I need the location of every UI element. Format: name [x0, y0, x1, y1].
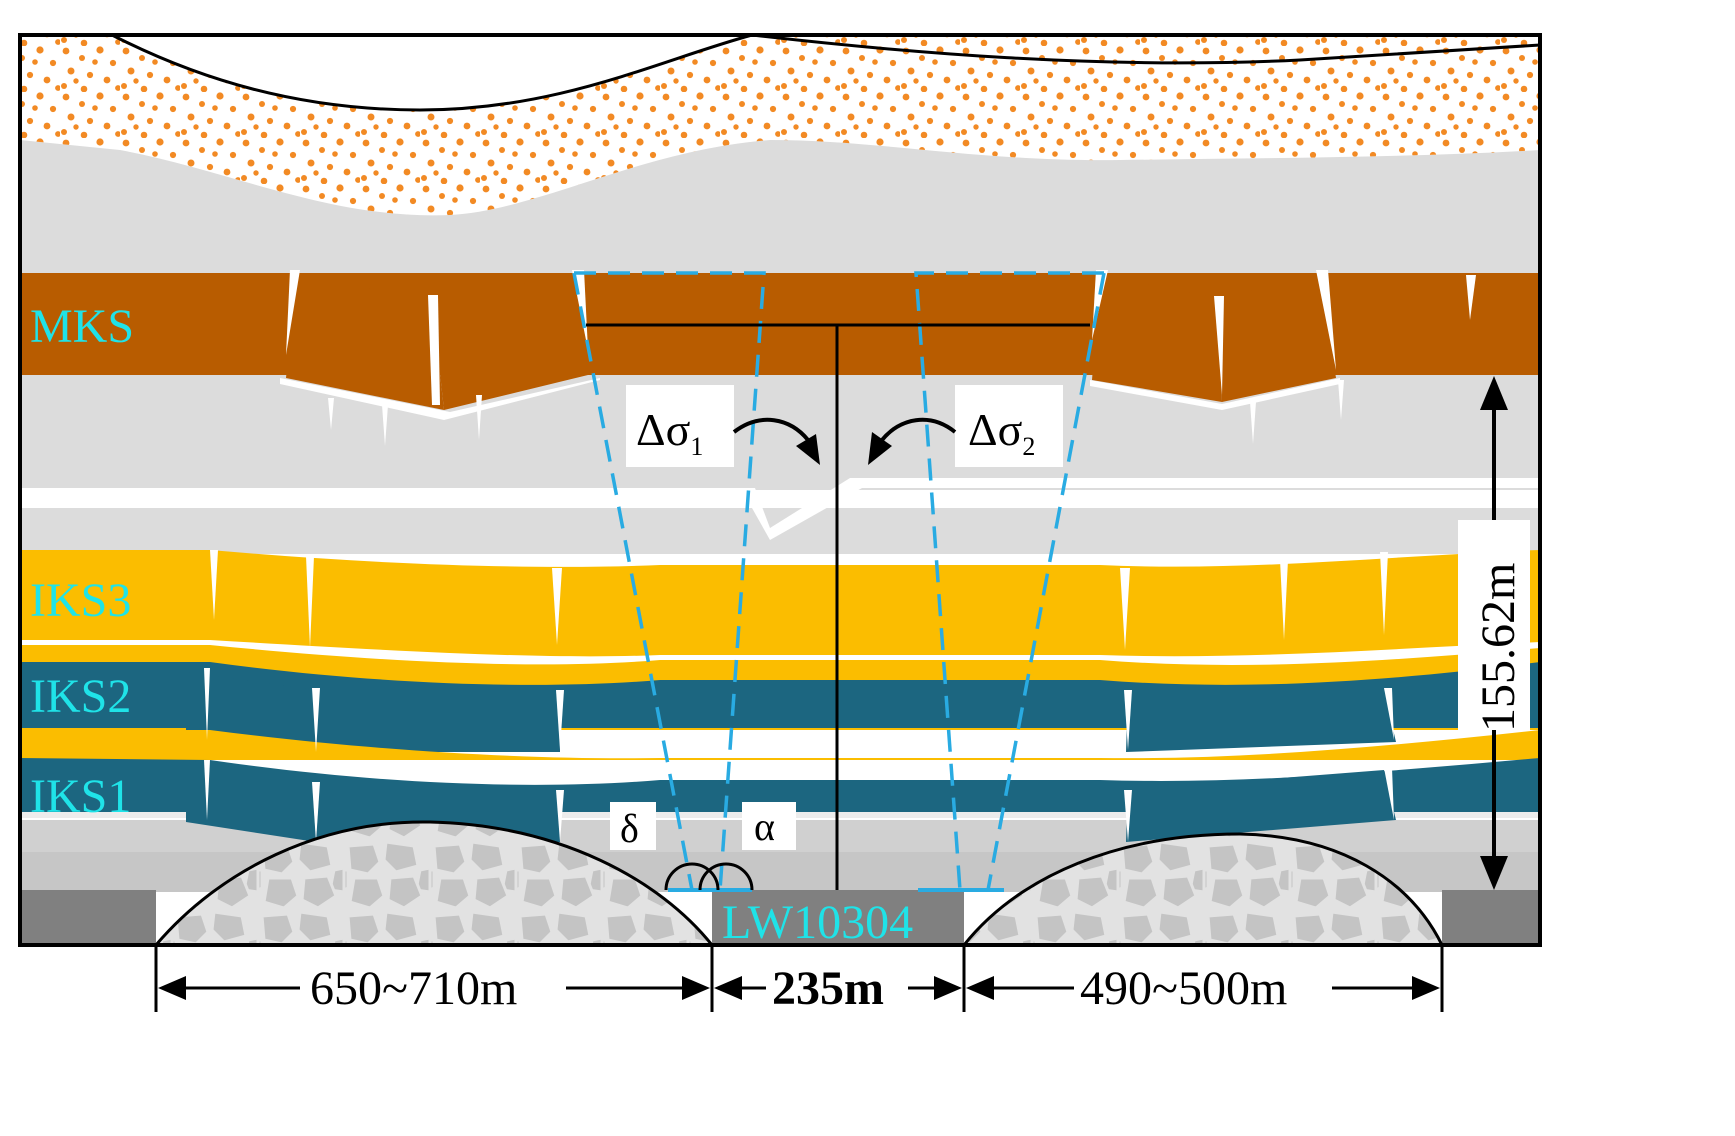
label-iks3: IKS3	[30, 574, 131, 627]
frame	[18, 33, 1542, 947]
dim-middle: 235m	[772, 962, 884, 1015]
goaf-right	[962, 832, 1444, 946]
loose-surface-layer	[20, 33, 1541, 216]
dimension-arrowheads	[158, 976, 1440, 1000]
iks-cracks	[204, 668, 1394, 842]
lever-structure	[586, 323, 1090, 891]
stress-left: Δσ1	[636, 404, 703, 461]
rotation-arrow-left	[732, 417, 820, 465]
angle-delta-label: δ	[620, 806, 639, 851]
layer-iks2	[20, 645, 1540, 752]
label-iks1: IKS1	[30, 770, 131, 823]
dim-left: 650~710m	[310, 962, 517, 1015]
angle-box-left	[610, 802, 656, 850]
label-mks: MKS	[30, 300, 134, 353]
height-dimension: 155.62m	[1458, 376, 1530, 890]
angle-alpha-label: α	[754, 804, 775, 849]
yellow-interbed	[20, 730, 1540, 760]
height-label: 155.62m	[1472, 563, 1525, 732]
stress-box-right	[955, 385, 1063, 467]
panel-label: LW10304	[722, 896, 913, 949]
dim-right: 490~500m	[1080, 962, 1287, 1015]
angle-box-right	[742, 802, 796, 850]
mks-cracks	[280, 270, 1476, 420]
rotation-arrow-right	[868, 417, 957, 465]
iks3-cracks	[210, 550, 1388, 650]
grey-cracks	[328, 380, 1344, 446]
coal-seam	[20, 890, 1540, 945]
layer-iks3	[20, 550, 1540, 657]
separation-fissure	[20, 478, 1540, 540]
fracture-boundaries	[572, 271, 1106, 891]
stress-box-left	[626, 385, 734, 467]
label-iks2: IKS2	[30, 670, 131, 723]
goaf-left	[154, 820, 714, 946]
layer-mks	[20, 273, 1540, 410]
stress-right: Δσ2	[968, 404, 1035, 461]
